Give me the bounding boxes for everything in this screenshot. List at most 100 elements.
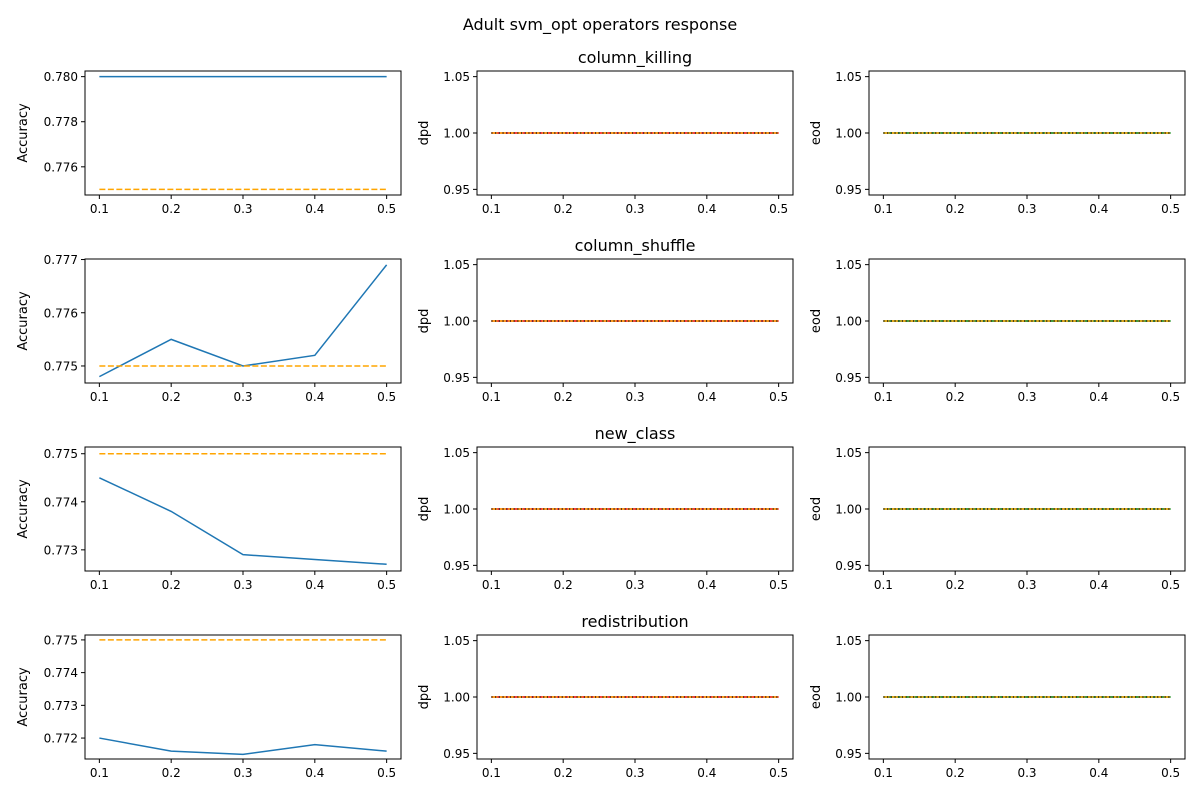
series-line-solid bbox=[99, 477, 387, 566]
subplot-r3-c2: 0.1 0.2 0.3 0.4 0.5 0.95 1.00 1.05 eod bbox=[809, 634, 1186, 780]
x-tick-label: 0.3 bbox=[1017, 202, 1036, 216]
x-tick-label: 0.4 bbox=[697, 766, 716, 780]
x-tick-label: 0.1 bbox=[482, 390, 501, 404]
y-tick-label: 1.05 bbox=[443, 634, 470, 648]
y-tick-label: 1.05 bbox=[443, 70, 470, 84]
x-tick-label: 0.2 bbox=[162, 390, 181, 404]
y-axis-label: Accuracy bbox=[16, 479, 31, 539]
x-tick-label: 0.4 bbox=[305, 202, 324, 216]
x-tick-label: 0.3 bbox=[233, 578, 252, 592]
y-axis-label: dpd bbox=[417, 309, 432, 334]
axes-frame bbox=[84, 258, 402, 384]
x-tick-label: 0.1 bbox=[482, 202, 501, 216]
x-tick-label: 0.5 bbox=[1161, 766, 1180, 780]
x-tick-label: 0.4 bbox=[1089, 390, 1108, 404]
x-tick-label: 0.3 bbox=[625, 578, 644, 592]
axes-frame bbox=[84, 446, 402, 572]
y-tick-label: 1.05 bbox=[443, 446, 470, 460]
x-tick-label: 0.1 bbox=[874, 202, 893, 216]
x-tick-label: 0.4 bbox=[1089, 766, 1108, 780]
x-tick-label: 0.5 bbox=[769, 766, 788, 780]
y-tick-label: 0.775 bbox=[44, 359, 78, 373]
x-tick-label: 0.4 bbox=[305, 766, 324, 780]
y-tick-label: 1.05 bbox=[443, 258, 470, 272]
y-axis-label: Accuracy bbox=[16, 667, 31, 727]
x-tick-label: 0.1 bbox=[90, 766, 109, 780]
panel-title: column_shuffle bbox=[575, 236, 696, 256]
axes-frame bbox=[84, 70, 402, 196]
y-tick-label: 0.775 bbox=[44, 447, 78, 461]
y-axis-label: dpd bbox=[417, 685, 432, 710]
y-axis-label: dpd bbox=[417, 121, 432, 146]
y-tick-label: 0.775 bbox=[44, 633, 78, 647]
x-tick-label: 0.5 bbox=[377, 202, 396, 216]
panel-title: new_class bbox=[595, 424, 676, 444]
y-axis-label: eod bbox=[809, 121, 824, 145]
x-tick-label: 0.1 bbox=[90, 578, 109, 592]
x-tick-label: 0.1 bbox=[90, 390, 109, 404]
x-tick-label: 0.2 bbox=[162, 766, 181, 780]
subplot-r2-c2: 0.1 0.2 0.3 0.4 0.5 0.95 1.00 1.05 eod bbox=[809, 446, 1186, 592]
x-tick-label: 0.3 bbox=[233, 390, 252, 404]
y-tick-label: 0.778 bbox=[44, 115, 78, 129]
y-tick-label: 1.00 bbox=[443, 503, 470, 517]
x-tick-label: 0.1 bbox=[874, 766, 893, 780]
y-tick-label: 1.05 bbox=[835, 446, 862, 460]
x-tick-label: 0.2 bbox=[554, 390, 573, 404]
y-axis-label: Accuracy bbox=[16, 103, 31, 163]
y-tick-label: 0.776 bbox=[44, 306, 78, 320]
x-tick-label: 0.5 bbox=[769, 578, 788, 592]
y-axis-label: Accuracy bbox=[16, 291, 31, 351]
y-tick-label: 1.05 bbox=[835, 258, 862, 272]
y-tick-label: 0.777 bbox=[44, 253, 78, 267]
x-tick-label: 0.2 bbox=[946, 202, 965, 216]
y-tick-label: 0.95 bbox=[443, 559, 470, 573]
x-tick-label: 0.2 bbox=[946, 390, 965, 404]
x-tick-label: 0.2 bbox=[162, 202, 181, 216]
y-tick-label: 0.95 bbox=[835, 183, 862, 197]
x-tick-label: 0.5 bbox=[377, 766, 396, 780]
y-axis-label: eod bbox=[809, 309, 824, 333]
subplot-grid: 0.1 0.2 0.3 0.4 0.50.7760.7780.780Accuracy0.… bbox=[16, 48, 1186, 780]
axes-frame bbox=[84, 634, 402, 760]
y-tick-label: 0.772 bbox=[44, 732, 78, 746]
x-tick-label: 0.2 bbox=[162, 578, 181, 592]
x-tick-label: 0.3 bbox=[625, 202, 644, 216]
x-tick-label: 0.4 bbox=[1089, 202, 1108, 216]
x-tick-label: 0.4 bbox=[1089, 578, 1108, 592]
x-tick-label: 0.1 bbox=[482, 766, 501, 780]
y-axis-label: dpd bbox=[417, 497, 432, 522]
figure-title: Adult svm_opt operators response bbox=[463, 15, 737, 35]
x-tick-label: 0.5 bbox=[377, 390, 396, 404]
subplot-r3-c0: 0.1 0.2 0.3 0.4 0.5 0.772 0.773 0.774 0.775 Accur… bbox=[16, 633, 402, 780]
x-tick-label: 0.1 bbox=[90, 202, 109, 216]
subplot-r2-c0: 0.1 0.2 0.3 0.4 0.5 0.773 0.774 0.775 Accuracy bbox=[16, 446, 402, 592]
subplot-r0-c1: 0.1 0.2 0.3 0.4 0.5 0.95 1.00 1.05 dpd column_kil… bbox=[417, 48, 794, 216]
x-tick-label: 0.4 bbox=[305, 578, 324, 592]
subplot-r1-c1: 0.1 0.2 0.3 0.4 0.5 0.95 1.00 1.05 dpd column_shu… bbox=[417, 236, 794, 404]
x-tick-label: 0.4 bbox=[697, 202, 716, 216]
subplot-r1-c0: 0.1 0.2 0.3 0.4 0.5 0.775 0.776 0.777 Accuracy bbox=[16, 253, 402, 404]
x-tick-label: 0.5 bbox=[1161, 202, 1180, 216]
y-tick-label: 0.774 bbox=[44, 666, 78, 680]
y-tick-label: 1.00 bbox=[443, 315, 470, 329]
x-tick-label: 0.3 bbox=[1017, 390, 1036, 404]
x-tick-label: 0.2 bbox=[554, 578, 573, 592]
x-tick-label: 0.3 bbox=[625, 390, 644, 404]
y-tick-label: 1.00 bbox=[835, 127, 862, 141]
x-tick-label: 0.4 bbox=[305, 390, 324, 404]
x-tick-label: 0.5 bbox=[769, 390, 788, 404]
y-tick-label: 1.00 bbox=[835, 691, 862, 705]
y-tick-label: 0.773 bbox=[44, 699, 78, 713]
x-tick-label: 0.5 bbox=[1161, 390, 1180, 404]
subplot-r0-c2: 0.1 0.2 0.3 0.4 0.5 0.95 1.00 1.05 eod bbox=[809, 70, 1186, 216]
subplot-r1-c2: 0.1 0.2 0.3 0.4 0.5 0.95 1.00 1.05 eod bbox=[809, 258, 1186, 404]
y-axis-label: eod bbox=[809, 685, 824, 709]
y-tick-label: 0.95 bbox=[835, 559, 862, 573]
x-tick-label: 0.5 bbox=[769, 202, 788, 216]
x-tick-label: 0.2 bbox=[946, 578, 965, 592]
y-tick-label: 0.95 bbox=[835, 747, 862, 761]
x-tick-label: 0.2 bbox=[554, 202, 573, 216]
y-tick-label: 1.05 bbox=[835, 634, 862, 648]
y-tick-label: 1.00 bbox=[835, 503, 862, 517]
